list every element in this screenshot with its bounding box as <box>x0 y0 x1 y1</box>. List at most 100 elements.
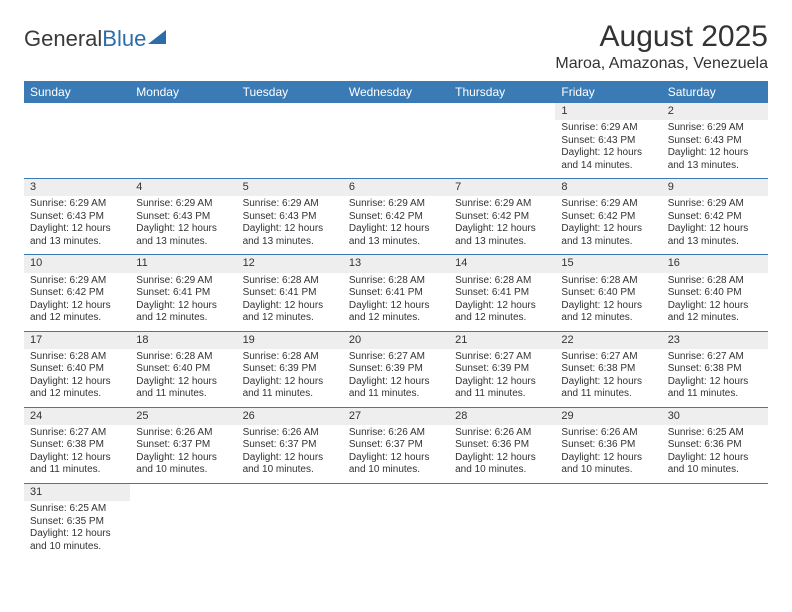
calendar-cell <box>555 483 661 559</box>
day-sunset: Sunset: 6:42 PM <box>30 287 124 300</box>
day-daylight2: and 13 minutes. <box>136 236 230 249</box>
day-sunrise: Sunrise: 6:29 AM <box>30 198 124 211</box>
day-content: Sunrise: 6:29 AMSunset: 6:42 PMDaylight:… <box>555 196 661 254</box>
day-content: Sunrise: 6:28 AMSunset: 6:40 PMDaylight:… <box>555 273 661 331</box>
day-sunrise: Sunrise: 6:28 AM <box>243 351 337 364</box>
day-daylight2: and 12 minutes. <box>561 312 655 325</box>
day-number: 14 <box>449 255 555 272</box>
day-sunset: Sunset: 6:38 PM <box>561 363 655 376</box>
calendar-cell: 4Sunrise: 6:29 AMSunset: 6:43 PMDaylight… <box>130 179 236 255</box>
calendar-cell <box>449 103 555 179</box>
day-content: Sunrise: 6:28 AMSunset: 6:40 PMDaylight:… <box>662 273 768 331</box>
day-number: 16 <box>662 255 768 272</box>
day-daylight2: and 11 minutes. <box>243 388 337 401</box>
day-sunset: Sunset: 6:43 PM <box>561 135 655 148</box>
day-sunset: Sunset: 6:43 PM <box>668 135 762 148</box>
day-daylight2: and 12 minutes. <box>455 312 549 325</box>
logo-triangle-icon <box>148 30 166 44</box>
calendar-cell <box>130 483 236 559</box>
calendar-cell <box>237 103 343 179</box>
day-sunset: Sunset: 6:41 PM <box>136 287 230 300</box>
day-daylight1: Daylight: 12 hours <box>561 300 655 313</box>
day-daylight1: Daylight: 12 hours <box>136 223 230 236</box>
logo-text-blue: Blue <box>102 26 146 52</box>
day-number: 9 <box>662 179 768 196</box>
day-sunrise: Sunrise: 6:29 AM <box>561 198 655 211</box>
calendar-week: 31Sunrise: 6:25 AMSunset: 6:35 PMDayligh… <box>24 483 768 559</box>
day-daylight1: Daylight: 12 hours <box>668 452 762 465</box>
day-header: Friday <box>555 81 661 103</box>
day-sunrise: Sunrise: 6:29 AM <box>668 122 762 135</box>
day-number: 8 <box>555 179 661 196</box>
header: GeneralBlue August 2025 Maroa, Amazonas,… <box>24 20 768 73</box>
day-number: 10 <box>24 255 130 272</box>
day-sunset: Sunset: 6:43 PM <box>136 211 230 224</box>
day-content: Sunrise: 6:27 AMSunset: 6:39 PMDaylight:… <box>343 349 449 407</box>
day-daylight2: and 13 minutes. <box>668 160 762 173</box>
day-daylight1: Daylight: 12 hours <box>668 223 762 236</box>
day-daylight1: Daylight: 12 hours <box>136 300 230 313</box>
day-sunset: Sunset: 6:42 PM <box>455 211 549 224</box>
calendar-cell: 22Sunrise: 6:27 AMSunset: 6:38 PMDayligh… <box>555 331 661 407</box>
day-daylight1: Daylight: 12 hours <box>243 300 337 313</box>
day-sunrise: Sunrise: 6:29 AM <box>668 198 762 211</box>
day-daylight1: Daylight: 12 hours <box>349 300 443 313</box>
calendar-cell: 31Sunrise: 6:25 AMSunset: 6:35 PMDayligh… <box>24 483 130 559</box>
day-sunset: Sunset: 6:42 PM <box>561 211 655 224</box>
day-number: 26 <box>237 408 343 425</box>
calendar-cell: 7Sunrise: 6:29 AMSunset: 6:42 PMDaylight… <box>449 179 555 255</box>
day-daylight2: and 13 minutes. <box>455 236 549 249</box>
calendar-cell: 25Sunrise: 6:26 AMSunset: 6:37 PMDayligh… <box>130 407 236 483</box>
day-header: Sunday <box>24 81 130 103</box>
day-content: Sunrise: 6:28 AMSunset: 6:40 PMDaylight:… <box>130 349 236 407</box>
calendar-cell: 26Sunrise: 6:26 AMSunset: 6:37 PMDayligh… <box>237 407 343 483</box>
day-sunrise: Sunrise: 6:29 AM <box>136 275 230 288</box>
day-content: Sunrise: 6:26 AMSunset: 6:37 PMDaylight:… <box>237 425 343 483</box>
day-sunset: Sunset: 6:43 PM <box>30 211 124 224</box>
day-daylight2: and 13 minutes. <box>349 236 443 249</box>
day-daylight2: and 13 minutes. <box>30 236 124 249</box>
day-number: 3 <box>24 179 130 196</box>
day-number: 20 <box>343 332 449 349</box>
day-sunrise: Sunrise: 6:28 AM <box>349 275 443 288</box>
day-daylight1: Daylight: 12 hours <box>349 376 443 389</box>
day-content: Sunrise: 6:29 AMSunset: 6:43 PMDaylight:… <box>24 196 130 254</box>
day-daylight1: Daylight: 12 hours <box>455 452 549 465</box>
calendar-cell: 6Sunrise: 6:29 AMSunset: 6:42 PMDaylight… <box>343 179 449 255</box>
day-sunrise: Sunrise: 6:28 AM <box>136 351 230 364</box>
day-daylight2: and 11 minutes. <box>668 388 762 401</box>
day-sunrise: Sunrise: 6:29 AM <box>136 198 230 211</box>
calendar-cell <box>343 483 449 559</box>
day-sunset: Sunset: 6:42 PM <box>668 211 762 224</box>
day-content: Sunrise: 6:29 AMSunset: 6:43 PMDaylight:… <box>555 120 661 178</box>
day-content: Sunrise: 6:26 AMSunset: 6:37 PMDaylight:… <box>343 425 449 483</box>
day-content: Sunrise: 6:27 AMSunset: 6:38 PMDaylight:… <box>662 349 768 407</box>
location: Maroa, Amazonas, Venezuela <box>555 55 768 73</box>
day-header: Tuesday <box>237 81 343 103</box>
day-daylight1: Daylight: 12 hours <box>30 452 124 465</box>
day-daylight2: and 14 minutes. <box>561 160 655 173</box>
day-content: Sunrise: 6:29 AMSunset: 6:42 PMDaylight:… <box>24 273 130 331</box>
calendar-cell: 10Sunrise: 6:29 AMSunset: 6:42 PMDayligh… <box>24 255 130 331</box>
day-daylight2: and 10 minutes. <box>561 464 655 477</box>
day-daylight2: and 10 minutes. <box>349 464 443 477</box>
day-sunset: Sunset: 6:40 PM <box>30 363 124 376</box>
calendar-cell <box>130 103 236 179</box>
day-daylight1: Daylight: 12 hours <box>455 300 549 313</box>
day-number: 15 <box>555 255 661 272</box>
day-daylight2: and 12 minutes. <box>243 312 337 325</box>
day-daylight2: and 12 minutes. <box>30 312 124 325</box>
day-daylight2: and 13 minutes. <box>561 236 655 249</box>
day-daylight2: and 11 minutes. <box>455 388 549 401</box>
day-sunset: Sunset: 6:40 PM <box>668 287 762 300</box>
day-number: 25 <box>130 408 236 425</box>
day-number: 23 <box>662 332 768 349</box>
day-sunset: Sunset: 6:41 PM <box>243 287 337 300</box>
day-content: Sunrise: 6:29 AMSunset: 6:42 PMDaylight:… <box>343 196 449 254</box>
day-daylight2: and 12 minutes. <box>30 388 124 401</box>
day-header: Monday <box>130 81 236 103</box>
calendar-cell: 24Sunrise: 6:27 AMSunset: 6:38 PMDayligh… <box>24 407 130 483</box>
day-number: 24 <box>24 408 130 425</box>
calendar-cell: 30Sunrise: 6:25 AMSunset: 6:36 PMDayligh… <box>662 407 768 483</box>
day-daylight1: Daylight: 12 hours <box>243 223 337 236</box>
